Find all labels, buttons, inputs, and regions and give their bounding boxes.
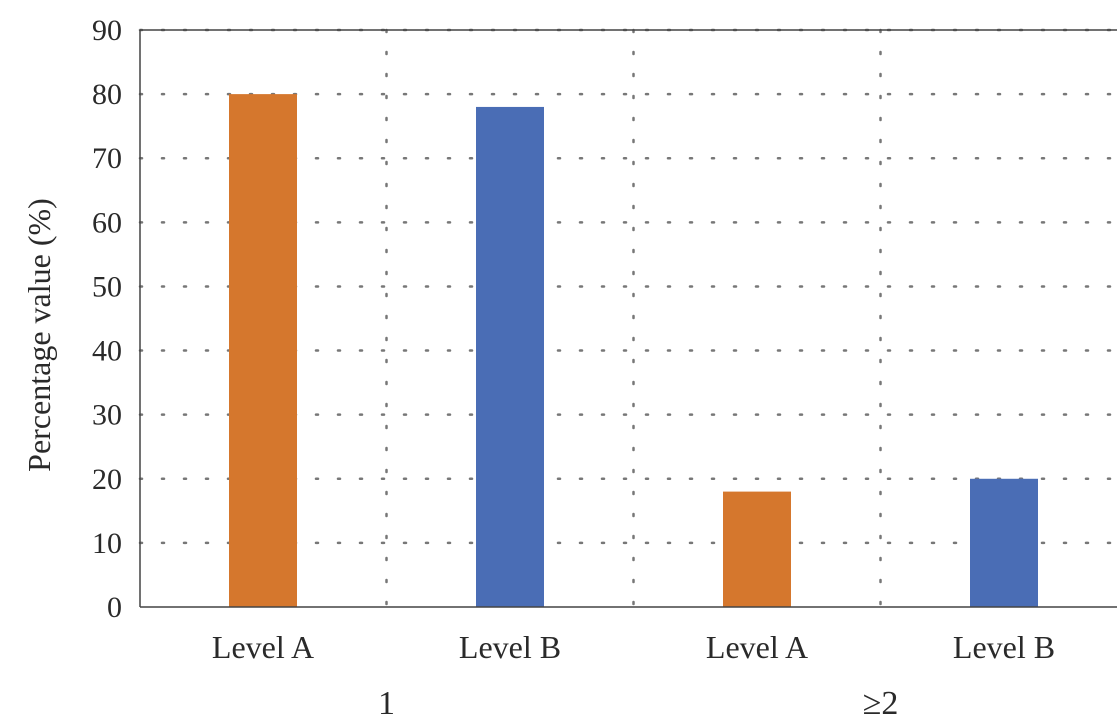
grid <box>138 28 1117 609</box>
labels: Level A Level B Level A Level B 1 ≥2 0 10 20 30 40… <box>92 14 1055 722</box>
x-tick-label: Level A <box>212 629 314 665</box>
y-tick-label: 70 <box>92 142 122 175</box>
x-tick-label: Level B <box>953 629 1055 665</box>
y-tick-label: 50 <box>92 270 122 303</box>
group-label: ≥2 <box>863 685 899 719</box>
bar-1-level-b <box>476 106 544 607</box>
y-tick-label: 0 <box>107 591 122 624</box>
y-tick-label: 30 <box>92 399 122 432</box>
y-axis-title: Percentage value (%) <box>21 198 57 472</box>
bar-2-level-b <box>970 478 1038 607</box>
y-tick-label: 90 <box>92 14 122 47</box>
x-tick-label: Level B <box>459 629 561 665</box>
y-tick-label: 40 <box>92 335 122 368</box>
y-tick-label: 60 <box>92 206 122 239</box>
group-label: 1 <box>378 685 395 719</box>
y-tick-label: 20 <box>92 463 122 496</box>
x-tick-label: Level A <box>706 629 808 665</box>
bar-1-level-a <box>229 94 297 608</box>
bars <box>229 94 1038 608</box>
y-tick-label: 80 <box>92 78 122 111</box>
y-tick-label: 10 <box>92 527 122 560</box>
bar-2-level-a <box>723 491 791 607</box>
axes <box>139 29 1117 608</box>
